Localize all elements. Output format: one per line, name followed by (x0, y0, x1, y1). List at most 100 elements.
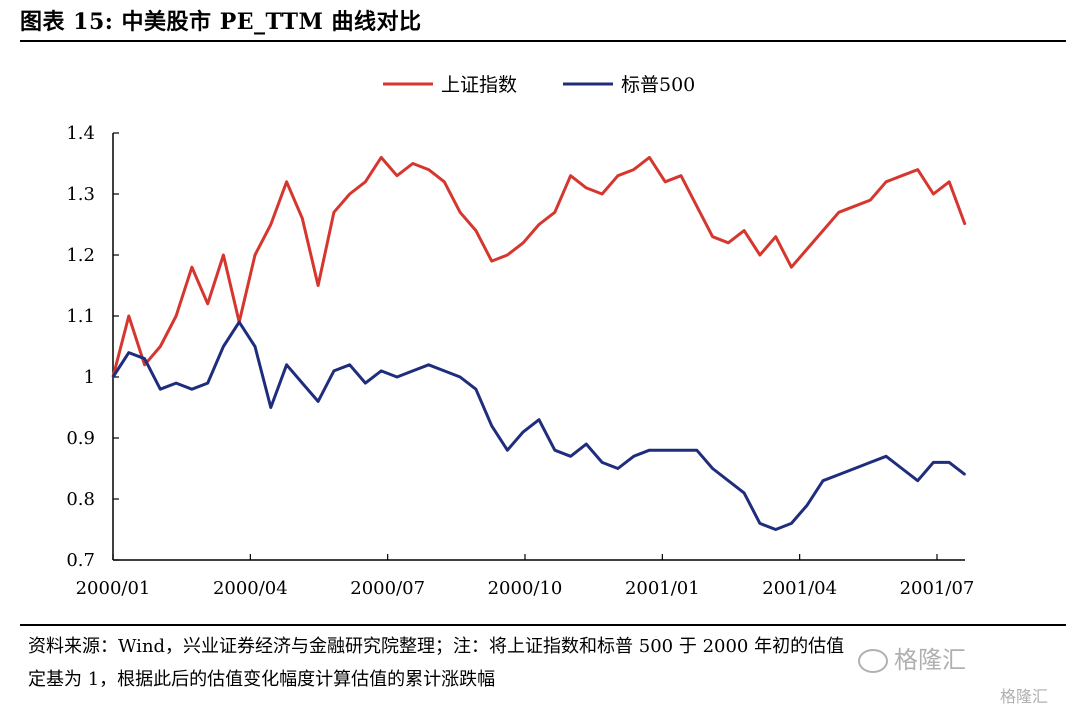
data-point (427, 168, 430, 171)
data-point (585, 187, 588, 189)
data-point (206, 382, 209, 384)
series-line-shanghai (111, 155, 967, 378)
data-point (301, 382, 304, 384)
data-point (664, 181, 667, 183)
line-chart: 0.7 0.8 0.9 1 1.1 1.2 1.3 1.4 2000/01 2000/04 2000… (66, 74, 975, 599)
data-point (175, 382, 177, 384)
data-point (396, 376, 398, 378)
data-point (964, 473, 966, 476)
data-point (617, 467, 619, 470)
y-tick-label: 0.7 (66, 550, 95, 571)
data-point (790, 266, 793, 269)
data-point (112, 376, 114, 378)
data-point (222, 345, 225, 348)
data-point (806, 248, 809, 250)
data-point (743, 229, 745, 232)
watermark-text: 格隆汇 (894, 646, 966, 674)
data-point (822, 229, 824, 232)
data-point (301, 217, 304, 220)
y-tick-label: 0.8 (66, 489, 95, 510)
data-point (506, 449, 509, 452)
x-tick-label: 2000/04 (213, 578, 288, 599)
x-tick-label: 2000/10 (488, 578, 563, 599)
y-tick-label: 1 (84, 367, 95, 388)
data-point (364, 181, 367, 183)
data-point (396, 174, 398, 177)
data-point (506, 254, 509, 256)
data-point (127, 315, 130, 317)
data-point (143, 364, 146, 366)
data-point (269, 406, 272, 409)
x-tick-label: 2000/07 (350, 578, 425, 599)
data-point (254, 345, 256, 348)
wechat-icon (858, 649, 888, 673)
data-point (569, 174, 572, 177)
data-point (664, 449, 667, 452)
data-point (191, 388, 193, 391)
data-point (964, 223, 966, 226)
data-point (175, 315, 177, 317)
data-point (837, 211, 840, 214)
data-point (869, 199, 872, 201)
data-point (475, 388, 477, 391)
y-tick-label: 0.9 (66, 428, 95, 449)
data-point (601, 193, 603, 195)
legend-label: 上证指数 (441, 74, 517, 96)
data-point (522, 431, 525, 433)
data-point (427, 364, 430, 366)
data-point (285, 364, 288, 366)
data-point (538, 418, 540, 421)
data-point (269, 223, 272, 226)
data-point (774, 528, 777, 531)
data-point (932, 461, 935, 464)
data-point (885, 455, 887, 458)
data-point (364, 382, 367, 384)
data-point (617, 174, 619, 177)
data-point (916, 168, 919, 171)
y-tick-label: 1.2 (66, 245, 95, 266)
watermark-small: 格隆汇 (1000, 687, 1049, 706)
data-point (806, 504, 809, 506)
data-point (711, 235, 714, 238)
data-point (191, 266, 193, 269)
data-point (759, 254, 761, 256)
x-tick-label: 2001/07 (900, 578, 975, 599)
data-point (822, 479, 824, 482)
x-tick-label: 2001/01 (625, 578, 700, 599)
data-point (333, 211, 335, 214)
y-tick-label: 1.3 (66, 184, 95, 205)
top-rule (20, 40, 1066, 42)
data-point (348, 193, 351, 195)
bottom-rule (20, 624, 1066, 626)
series-line-sp500 (111, 320, 966, 531)
figure-header: 图表 15: 中美股市 PE_TTM 曲线对比 (20, 6, 422, 40)
data-point (869, 461, 872, 464)
data-point (948, 181, 951, 183)
data-point (632, 168, 635, 171)
data-point (648, 449, 651, 452)
y-tick-label: 1.1 (66, 306, 95, 327)
figure-title: 图表 15: 中美股市 PE_TTM 曲线对比 (20, 9, 422, 35)
data-point (348, 364, 351, 366)
data-point (411, 162, 414, 165)
data-point (285, 181, 288, 183)
data-point (490, 425, 493, 427)
data-point (443, 370, 446, 372)
y-tick-label: 1.4 (66, 123, 95, 144)
data-point (222, 254, 225, 256)
data-point (490, 260, 493, 262)
legend-label: 标普500 (621, 74, 695, 96)
data-point (538, 223, 540, 226)
data-point (159, 345, 162, 348)
data-point (680, 449, 682, 452)
data-point (711, 467, 714, 470)
data-point (317, 400, 319, 403)
watermark: 格隆汇 (858, 640, 966, 675)
footnote-line-2: 定基为 1，根据此后的估值变化幅度计算估值的累计涨跌幅 (28, 669, 496, 690)
x-tick-label: 2001/04 (762, 578, 837, 599)
data-point (238, 321, 241, 323)
data-point (648, 156, 651, 159)
data-point (143, 357, 146, 360)
data-point (790, 522, 793, 525)
data-point (411, 370, 414, 372)
